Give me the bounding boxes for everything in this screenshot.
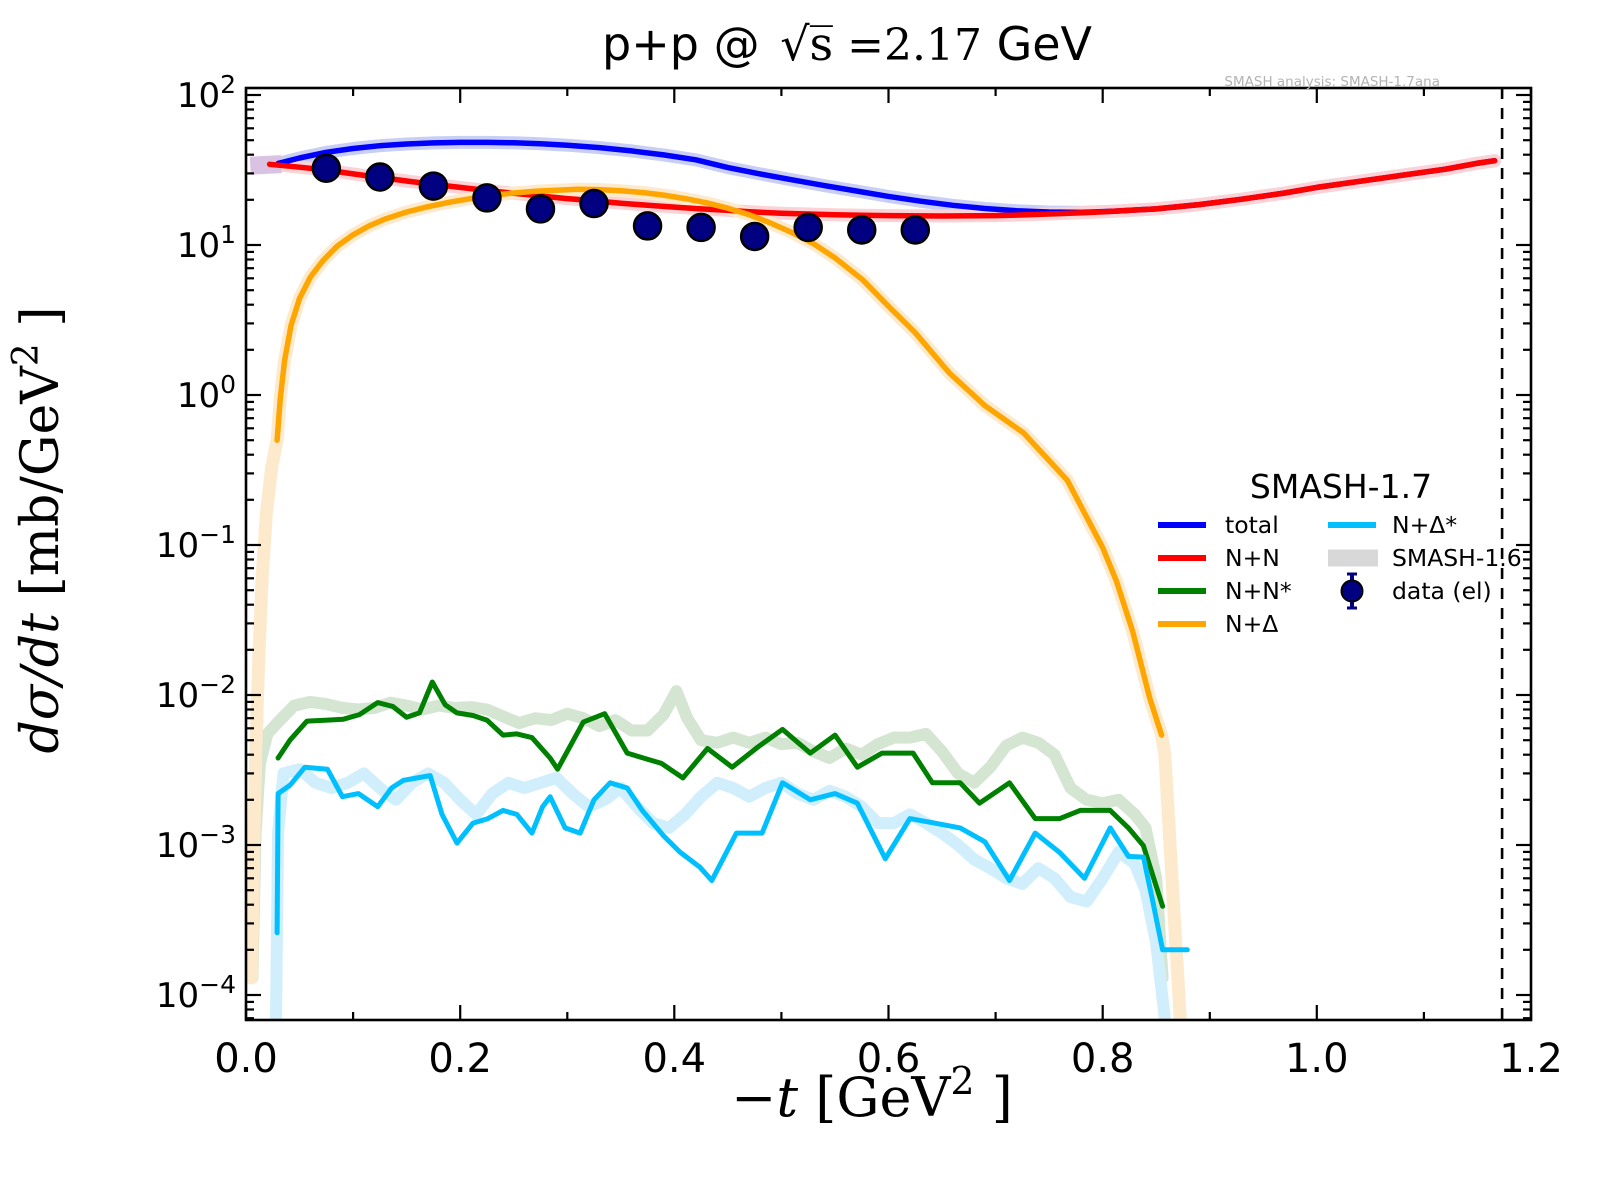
x-tick-label: 1.2 (1499, 1036, 1563, 1082)
legend: SMASH-1.7 total N+N N+N* N+Δ N+Δ* SMASH-1.6 da… (1158, 467, 1522, 638)
legend-entry-label: N+N (1225, 544, 1280, 572)
x-tick-label: 0.4 (642, 1036, 706, 1082)
y-axis-label: dσ/dt [mb/GeV2 ] (6, 306, 71, 753)
legend-entry-label: SMASH-1.6 (1392, 544, 1522, 572)
legend-entry-label: N+Δ (1225, 610, 1278, 638)
band-smash16-NNstar (246, 685, 1169, 984)
data-point-marker (846, 215, 877, 245)
plot-frame (244, 86, 1533, 1022)
y-tick-label: 10−1 (156, 520, 236, 566)
data-point-marker (579, 188, 609, 219)
curve-N+Δ (274, 186, 1165, 738)
x-tick-label: 0.6 (857, 1036, 921, 1082)
x-tick-label: 0.0 (214, 1036, 278, 1082)
legend-marker-circle (1340, 579, 1364, 603)
data-point-marker (472, 183, 502, 213)
y-tick-label: 10−3 (156, 820, 236, 866)
data-point-marker (525, 194, 556, 224)
legend-title: SMASH-1.7 (1250, 467, 1432, 506)
data-point-marker (686, 212, 716, 243)
band-smash16-NDeltastar (270, 763, 1171, 1020)
smash16-bands (246, 135, 1502, 1020)
data-point-marker (632, 211, 663, 241)
legend-entry-label: N+Δ* (1392, 511, 1457, 539)
y-tick-label: 10−4 (156, 970, 236, 1016)
band-smash16-NDelta (246, 182, 1187, 1020)
data-point-marker (900, 215, 931, 245)
x-tick-label: 0.2 (428, 1036, 492, 1082)
legend-entry-label: data (el) (1392, 577, 1492, 605)
data-points (311, 153, 931, 252)
y-tick-label: 100 (177, 370, 236, 416)
data-point-marker (365, 162, 395, 192)
legend-entry-label: total (1225, 511, 1279, 539)
legend-swatch-SMASH-1.6 (1328, 549, 1378, 567)
watermark-text: SMASH analysis: SMASH-1.7ana (1224, 74, 1440, 90)
page-title: p+p @ √s̅ =2.17 GeV (602, 17, 1093, 71)
x-tick-label: 1.0 (1285, 1036, 1349, 1082)
data-point-marker (418, 171, 449, 201)
x-axis-label: −t [GeV2 ] (731, 1059, 1013, 1129)
y-tick-label: 10−2 (156, 670, 236, 716)
curve-N+Δ* (274, 764, 1190, 953)
y-tick-label: 102 (177, 70, 236, 116)
data-point-marker (739, 221, 770, 252)
legend-entry-label: N+N* (1225, 577, 1292, 605)
y-tick-labels: 102 101 100 10−1 10−2 10−3 10−4 (156, 70, 236, 1016)
data-point-marker (311, 153, 342, 183)
curve-N+N* (275, 679, 1166, 909)
x-tick-label: 0.8 (1071, 1036, 1135, 1082)
axis-ticks (244, 88, 1533, 1020)
y-tick-label: 101 (177, 220, 236, 266)
data-point-marker (793, 212, 823, 243)
x-tick-labels: 0.0 0.2 0.4 0.6 0.8 1.0 1.2 (214, 1036, 1563, 1082)
